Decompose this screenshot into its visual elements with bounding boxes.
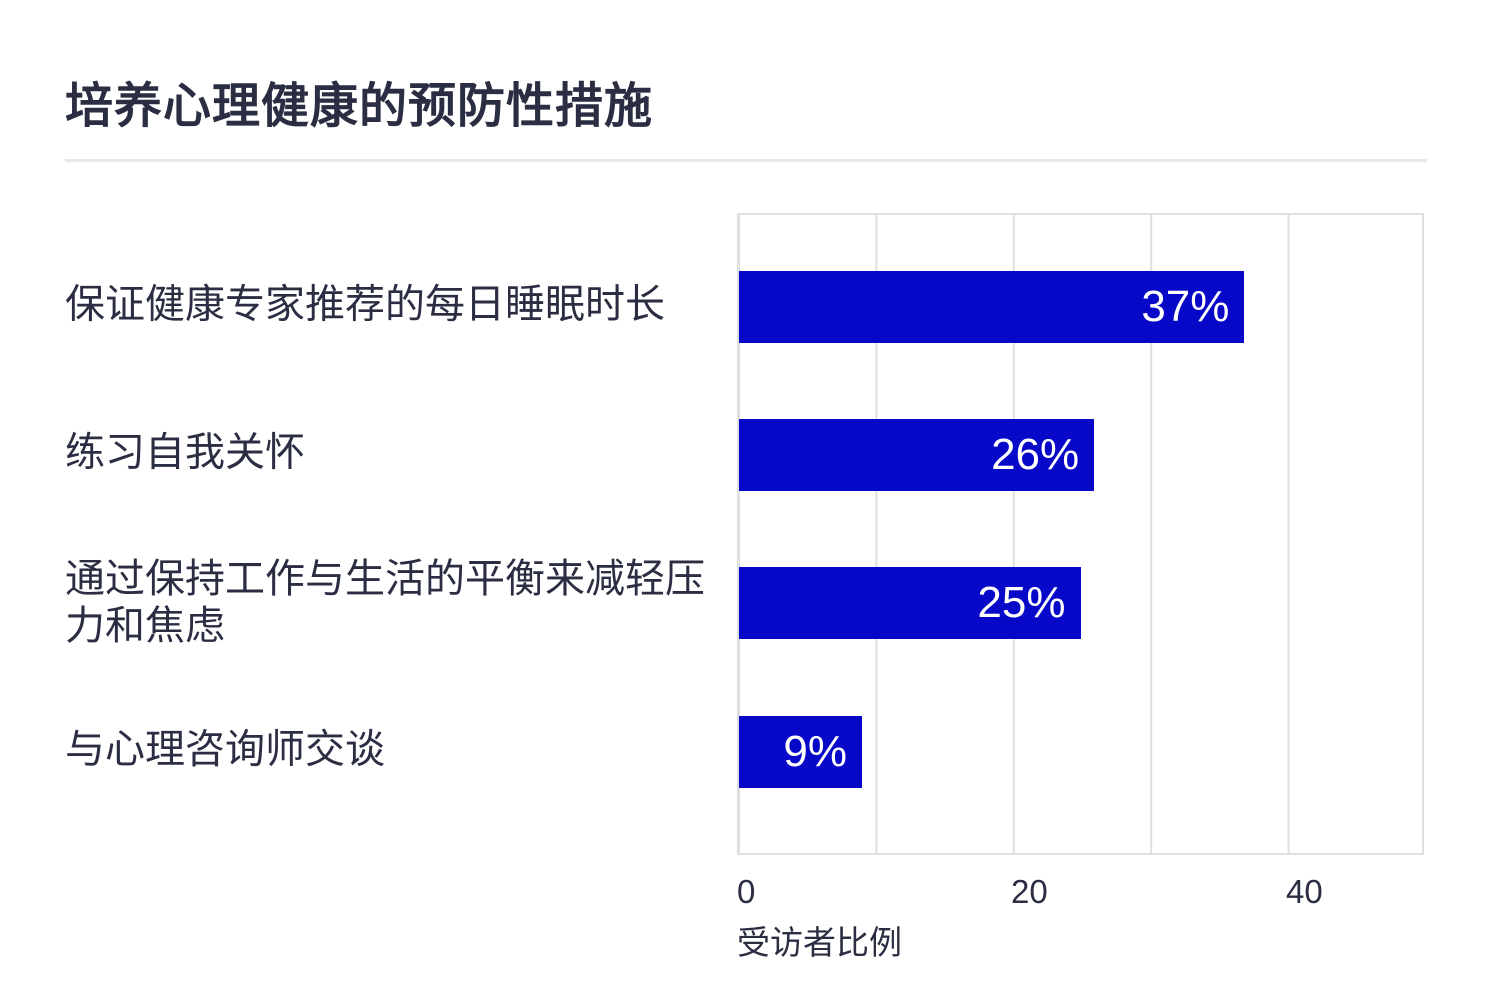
bar-self-care: 26% [739,419,1095,491]
bar-value-label: 9% [783,727,847,776]
x-axis-tick: 20 [1011,873,1048,910]
category-label: 练习自我关怀 [65,430,305,475]
bar-value-label: 25% [977,578,1066,627]
x-axis-tick: 40 [1286,873,1323,910]
category-label: 与心理咨询师交谈 [65,727,385,772]
bar-counselor: 9% [739,716,862,788]
plot-area: 37% 26% 25% 9% [737,213,1424,855]
x-axis-tick: 0 [737,873,756,910]
title-divider [65,159,1427,162]
bar-sleep: 37% [739,271,1245,343]
bar-value-label: 26% [991,430,1080,479]
bar-value-label: 37% [1141,282,1230,331]
category-label: 保证健康专家推荐的每日睡眠时长 [65,282,665,327]
bar-work-life-balance: 25% [739,567,1081,639]
chart-title: 培养心理健康的预防性措施 [65,80,654,133]
category-label: 通过保持工作与生活的平衡来减轻压力和焦虑 [65,556,705,648]
bar-chart: 保证健康专家推荐的每日睡眠时长 练习自我关怀 通过保持工作与生活的平衡来减轻压力… [65,213,1427,983]
x-axis-label: 受访者比例 [737,924,902,961]
